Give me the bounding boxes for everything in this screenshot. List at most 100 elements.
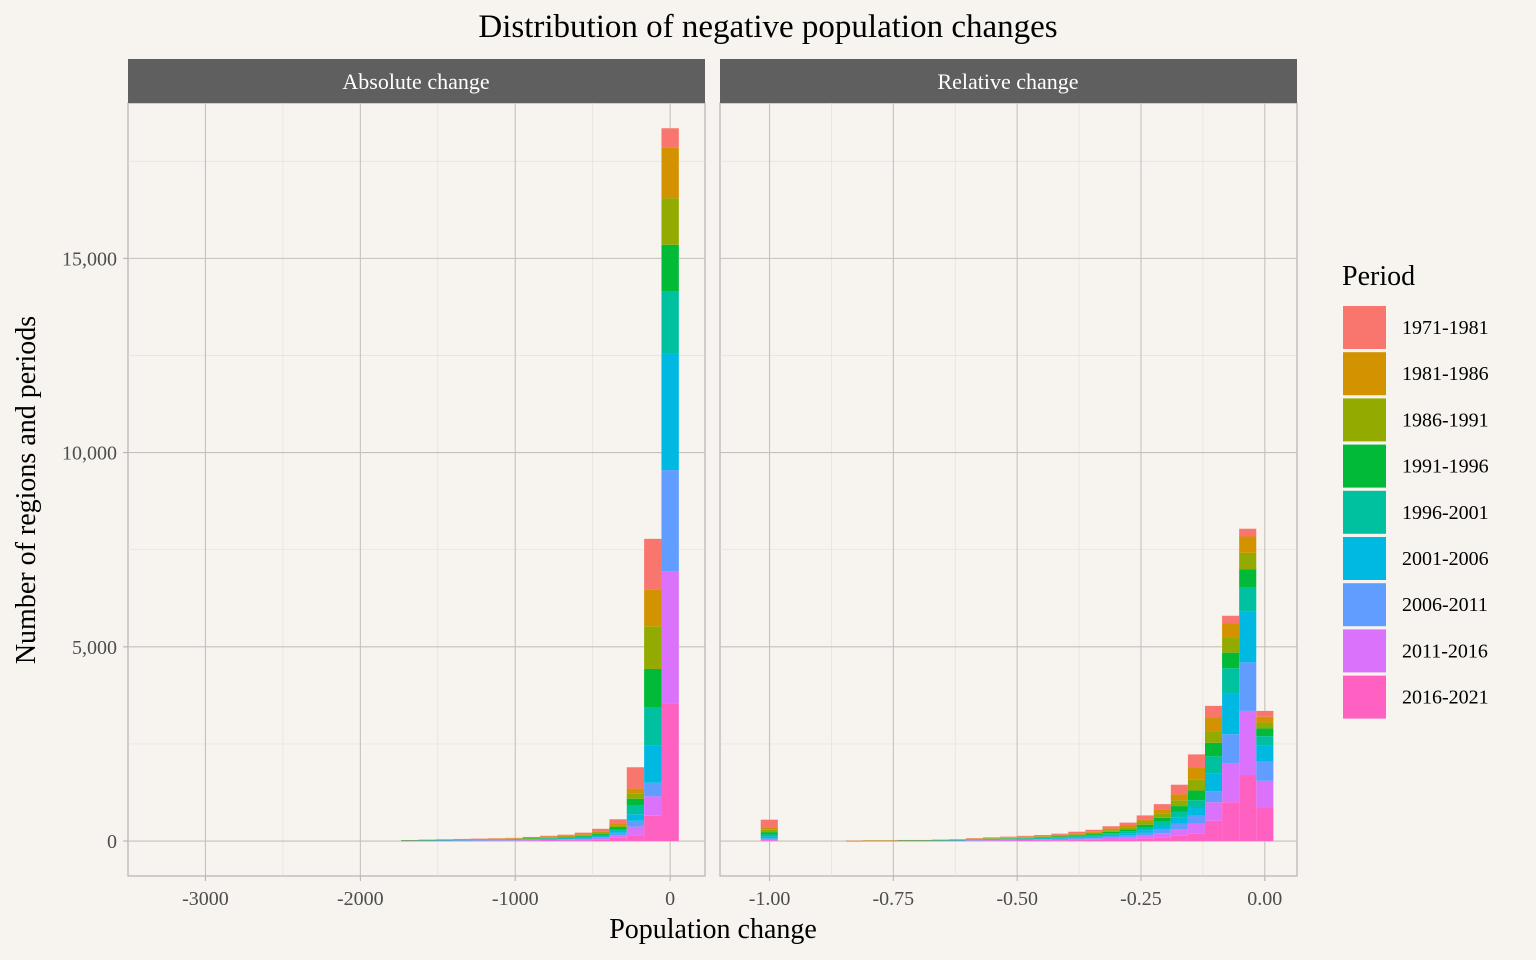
bar-segment-1981-1986 — [661, 147, 679, 199]
bar-segment-1981-1986 — [1205, 717, 1223, 732]
x-tick-label: -2000 — [337, 888, 384, 910]
bar-segment-2011-2016 — [1017, 839, 1035, 841]
bar-segment-2006-2011 — [592, 837, 610, 839]
bar-segment-2011-2016 — [1085, 838, 1103, 840]
strip-absolute-change — [128, 59, 705, 103]
legend-label-2006-2011: 2006-2011 — [1402, 594, 1488, 616]
legend-key-2006-2011 — [1343, 583, 1386, 627]
bar-segment-1981-1986 — [609, 823, 627, 826]
bar-segment-1981-1986 — [574, 834, 593, 836]
bar-segment-2006-2011 — [1051, 838, 1069, 840]
legend-title: Period — [1342, 261, 1415, 292]
bar-segment-2016-2021 — [1119, 839, 1137, 842]
bar-segment-1991-1996 — [1119, 829, 1137, 832]
bars-relative — [760, 528, 1274, 842]
bar-segment-2006-2011 — [1102, 836, 1120, 838]
bar-segment-1971-1981 — [1102, 826, 1120, 829]
bar-segment-1981-1986 — [1239, 536, 1257, 553]
bar-segment-1971-1981 — [522, 836, 541, 838]
bar-segment-2016-2021 — [1051, 840, 1069, 842]
bar-segment-1996-2001 — [1017, 838, 1035, 839]
x-axis-ticks-relative: -1.00 -0.75 -0.50 -0.25 0.00 — [749, 876, 1282, 910]
bar-segment-1996-2001 — [1239, 587, 1257, 612]
y-tick-label: 0 — [107, 831, 117, 853]
x-tick-label: -0.25 — [1120, 888, 1162, 910]
bar-segment-2011-2016 — [1136, 835, 1154, 839]
bar-segment-2016-2021 — [1187, 833, 1206, 842]
bar-segment-1986-1991 — [1205, 731, 1223, 743]
legend-key-2001-2006 — [1343, 537, 1386, 580]
x-tick-label: -1000 — [492, 888, 539, 910]
bar-segment-1981-1986 — [626, 788, 645, 794]
panel-absolute-change: Absolute change -3000 -2000 -1000 0 — [127, 59, 706, 910]
bar-segment-2011-2016 — [1102, 837, 1120, 840]
bar-segment-1986-1991 — [557, 836, 575, 838]
bar-segment-1996-2001 — [1153, 821, 1171, 826]
bar-segment-1986-1991 — [1085, 832, 1103, 835]
strip-label-relative-change: Relative change — [937, 69, 1078, 94]
bar-segment-1991-1996 — [1051, 836, 1069, 838]
bar-segment-1971-1981 — [661, 128, 679, 148]
legend-label-2001-2006: 2001-2006 — [1402, 548, 1489, 570]
bar-segment-1986-1991 — [1119, 827, 1137, 830]
bar-segment-2011-2016 — [574, 839, 593, 841]
bar-segment-1996-2001 — [1119, 831, 1137, 834]
bar-segment-1981-1986 — [1170, 794, 1188, 801]
legend-label-1971-1981: 1971-1981 — [1402, 317, 1489, 339]
bar-segment-1991-1996 — [557, 837, 575, 838]
bar-segment-1996-2001 — [1205, 756, 1223, 774]
bar-segment-1986-1991 — [1017, 837, 1035, 838]
bar-segment-1991-1996 — [540, 837, 558, 839]
bar-segment-1991-1996 — [1222, 652, 1240, 669]
bar-segment-1991-1996 — [1017, 837, 1035, 839]
bar-segment-2016-2021 — [1222, 802, 1240, 842]
bar-segment-1986-1991 — [1256, 722, 1274, 729]
bar-segment-1991-1996 — [644, 668, 662, 708]
bar-segment-1981-1986 — [1256, 716, 1274, 723]
bar-segment-1996-2001 — [1187, 800, 1206, 809]
bar-segment-1981-1986 — [557, 835, 575, 837]
legend-label-2011-2016: 2011-2016 — [1402, 640, 1488, 662]
bar-segment-2016-2021 — [1102, 839, 1120, 842]
bar-segment-2001-2006 — [1102, 834, 1120, 837]
bar-segment-1986-1991 — [760, 829, 778, 833]
bar-segment-1971-1981 — [1017, 835, 1035, 837]
legend-items: 1971-1981 1981-1986 1986-1991 1991-1996 1996… — [1343, 306, 1489, 719]
bar-segment-1996-2001 — [1136, 827, 1154, 831]
bar-segment-2011-2016 — [1034, 839, 1052, 841]
bar-segment-1991-1996 — [1034, 837, 1052, 838]
bar-segment-2011-2016 — [1068, 839, 1086, 841]
bar-segment-1971-1981 — [1119, 822, 1137, 826]
bar-segment-1996-2001 — [1102, 833, 1120, 835]
bar-segment-1971-1981 — [982, 837, 1000, 838]
legend-key-1981-1986 — [1343, 352, 1386, 396]
bar-segment-2006-2011 — [574, 838, 593, 840]
panel-background-absolute — [127, 102, 706, 877]
legend-label-2016-2021: 2016-2021 — [1402, 687, 1489, 709]
bar-segment-2001-2006 — [1034, 838, 1052, 840]
bar-segment-2001-2006 — [1222, 693, 1240, 735]
bar-segment-2006-2011 — [540, 839, 558, 840]
bar-segment-2001-2006 — [574, 837, 593, 839]
bar-segment-2001-2006 — [626, 814, 645, 821]
bar-segment-2001-2006 — [760, 836, 778, 839]
bar-segment-1971-1981 — [540, 835, 558, 837]
legend-key-1971-1981 — [1343, 306, 1386, 349]
bar-segment-1996-2001 — [1051, 837, 1069, 838]
bar-segment-2001-2006 — [1256, 745, 1274, 762]
y-axis-ticks: 0 5,000 10,000 15,000 — [62, 248, 128, 853]
bar-segment-2006-2011 — [557, 839, 575, 840]
bar-segment-1981-1986 — [1102, 828, 1120, 831]
bar-segment-1971-1981 — [760, 819, 778, 828]
bar-segment-1971-1981 — [999, 836, 1018, 838]
bar-segment-1971-1981 — [1239, 528, 1257, 537]
bar-segment-1986-1991 — [1153, 813, 1171, 818]
bars-absolute — [401, 128, 679, 842]
y-tick-label: 5,000 — [72, 637, 117, 659]
bar-segment-1996-2001 — [557, 837, 575, 839]
bar-segment-2001-2006 — [1119, 833, 1137, 836]
bar-segment-2016-2021 — [626, 835, 645, 842]
bar-segment-2011-2016 — [592, 838, 610, 840]
bar-segment-1971-1981 — [1136, 815, 1154, 820]
bar-segment-2016-2021 — [1239, 775, 1257, 842]
